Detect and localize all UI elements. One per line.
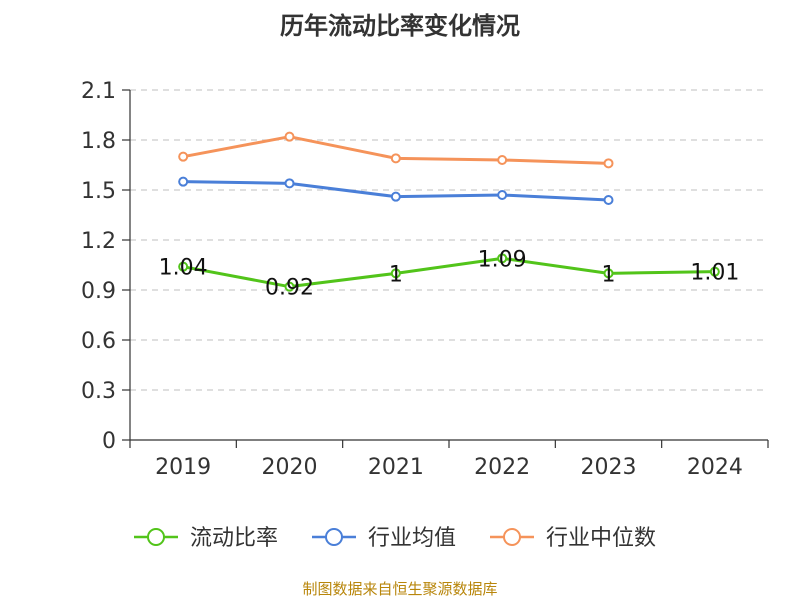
data-point — [497, 253, 508, 264]
data-point — [178, 151, 189, 162]
chart-title: 历年流动比率变化情况 — [280, 12, 520, 40]
data-label: 1 — [602, 262, 616, 287]
legend-swatch-marker — [147, 528, 165, 546]
x-tick-label: 2021 — [368, 455, 424, 480]
legend-label: 行业均值 — [368, 526, 456, 551]
data-point — [603, 158, 614, 169]
data-point — [284, 281, 295, 292]
x-tick-label: 2024 — [687, 455, 743, 480]
data-label: 1 — [389, 262, 403, 287]
data-label: 1.09 — [478, 247, 527, 272]
y-tick-label: 1.2 — [81, 229, 116, 254]
data-point — [497, 190, 508, 200]
y-tick-label: 0.9 — [81, 279, 116, 304]
legend-swatch-marker — [503, 528, 521, 546]
data-label: 1.01 — [690, 261, 739, 286]
legend-label: 流动比率 — [190, 526, 278, 551]
y-tick-label: 2.1 — [81, 79, 116, 104]
data-point — [178, 261, 189, 272]
y-tick-label: 1.8 — [81, 129, 116, 154]
data-label: 0.92 — [265, 276, 314, 301]
y-tick-label: 0 — [102, 429, 116, 454]
x-tick-label: 2019 — [155, 455, 211, 480]
data-point — [603, 195, 614, 205]
source-note: 制图数据来自恒生聚源数据库 — [302, 580, 498, 598]
data-point — [390, 268, 401, 279]
y-tick-label: 1.5 — [81, 179, 116, 204]
data-point — [390, 153, 401, 164]
data-point — [709, 266, 720, 277]
data-point — [178, 176, 189, 187]
legend-label: 行业中位数 — [546, 526, 656, 551]
x-tick-label: 2023 — [581, 455, 637, 480]
series-line — [182, 256, 715, 289]
x-tick-label: 2020 — [262, 455, 318, 480]
data-point — [603, 268, 614, 279]
data-point — [390, 191, 401, 202]
y-tick-label: 0.3 — [81, 379, 116, 404]
data-point — [284, 131, 295, 142]
data-label: 1.04 — [159, 256, 208, 281]
legend-swatch-marker — [325, 528, 343, 546]
data-point — [497, 155, 508, 165]
data-point — [284, 178, 295, 189]
y-tick-label: 0.6 — [81, 329, 116, 354]
x-tick-label: 2022 — [474, 455, 530, 480]
